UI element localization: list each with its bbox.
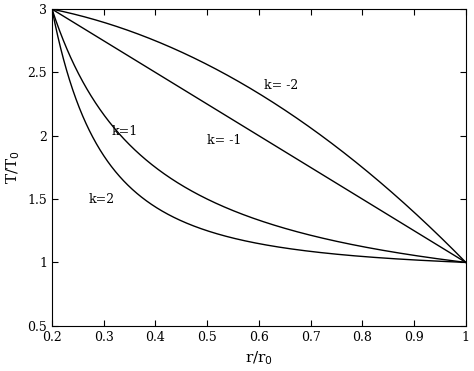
Text: k=1: k=1 — [111, 125, 138, 138]
Text: k= -1: k= -1 — [207, 134, 242, 147]
Text: k= -2: k= -2 — [264, 79, 298, 92]
Y-axis label: T/T$_0$: T/T$_0$ — [4, 151, 22, 184]
X-axis label: r/r$_0$: r/r$_0$ — [245, 349, 273, 367]
Text: k=2: k=2 — [88, 193, 114, 206]
